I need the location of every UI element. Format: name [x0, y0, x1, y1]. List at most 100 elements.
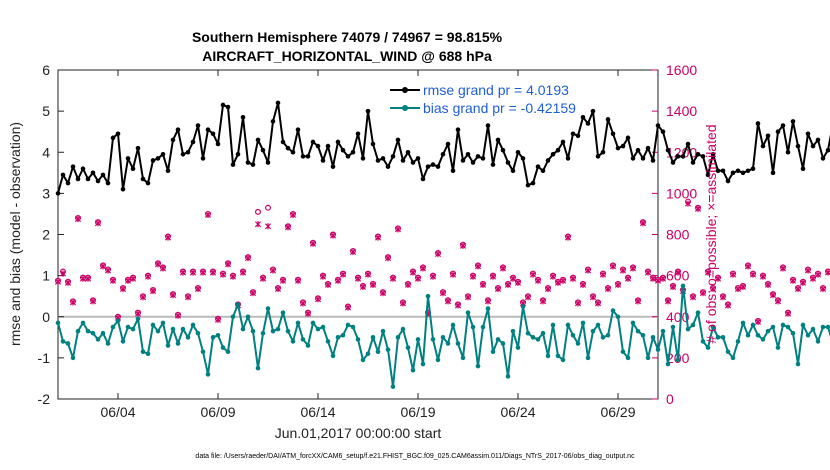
obs-assimilated-point [689, 294, 697, 301]
x-tick-label: 06/04 [100, 404, 135, 420]
bias-point [775, 345, 781, 350]
bias-point [75, 328, 81, 334]
bias-point [395, 335, 401, 340]
legend-rmse-label: rmse grand pr = 4.0193 [423, 82, 569, 98]
obs-assimilated-point [724, 302, 732, 309]
obs-assimilated-point [284, 224, 292, 231]
rmse-point [355, 131, 361, 137]
rmse-point [575, 133, 581, 139]
legend-bias-marker [402, 105, 408, 111]
bias-point [735, 339, 741, 344]
bias-point [300, 337, 306, 342]
obs-assimilated-point [194, 285, 202, 293]
bias-point [595, 322, 601, 328]
obs-assimilated-point [84, 275, 92, 282]
rmse-point [610, 131, 616, 137]
obs-assimilated-point [594, 300, 602, 307]
rmse-point [490, 162, 496, 167]
obs-assimilated-point [699, 290, 707, 297]
obs-assimilated-point [574, 300, 582, 307]
rmse-point [440, 152, 446, 157]
bias-point [450, 322, 456, 328]
rmse-point [485, 123, 491, 128]
rmse-point [170, 137, 176, 143]
bias-point [615, 314, 621, 320]
rmse-point [620, 143, 626, 149]
bias-point [245, 314, 251, 320]
obs-assimilated-point [59, 270, 67, 277]
obs-assimilated-point [579, 281, 587, 288]
rmse-point [395, 137, 401, 143]
rmse-point [240, 114, 246, 120]
bias-point [555, 353, 561, 359]
bias-point [780, 322, 786, 328]
y-axis-right-label: # of obs: o=possible; ×=assimilated [703, 124, 719, 343]
rmse-point [155, 156, 161, 161]
obs-assimilated-point [514, 279, 522, 286]
obs-assimilated-point [754, 318, 762, 325]
rmse-point [380, 156, 386, 161]
bias-point [495, 337, 501, 342]
rmse-point [760, 143, 766, 149]
bias-point [195, 330, 201, 336]
y-tick-label: 3 [42, 185, 50, 201]
rmse-point [525, 182, 531, 188]
rmse-point [605, 117, 611, 122]
rmse-point [230, 162, 236, 167]
rmse-point [775, 129, 781, 134]
obs-assimilated-point [279, 277, 287, 284]
obs-assimilated-point [784, 310, 792, 317]
rmse-point [340, 147, 346, 153]
bias-point [580, 320, 586, 326]
obs-assimilated-point [614, 281, 622, 288]
obs-assimilated-point [164, 234, 172, 241]
bias-point [340, 332, 346, 338]
obs-assimilated-point [779, 265, 787, 272]
bias-point [770, 324, 776, 330]
rmse-point [585, 121, 591, 126]
obs-assimilated-point [374, 234, 382, 241]
rmse-point [535, 164, 541, 169]
obs-assimilated-point [704, 269, 712, 276]
rmse-point [600, 149, 606, 155]
obs-assimilated-point [344, 304, 352, 311]
obs-assimilated-point [794, 285, 802, 293]
obs-assimilated-point [354, 275, 362, 282]
rmse-point [680, 154, 686, 159]
bias-point [145, 351, 151, 357]
obs-assimilated-point [454, 302, 462, 309]
obs-assimilated-point [364, 271, 372, 278]
obs-assimilated-point [484, 298, 492, 305]
rmse-point [780, 123, 786, 128]
y-right-tick-label: 400 [666, 309, 690, 325]
bias-point [360, 357, 366, 363]
obs-assimilated-point [634, 298, 642, 305]
obs-assimilated-point [584, 267, 592, 274]
bias-point [565, 322, 571, 328]
rmse-point [425, 164, 431, 169]
rmse-point [275, 100, 281, 106]
rmse-point [60, 172, 66, 178]
bias-point [470, 324, 476, 330]
bias-point [795, 361, 801, 367]
rmse-point [345, 154, 351, 159]
obs-assimilated-point [734, 285, 742, 293]
bias-point [125, 324, 131, 330]
bias-point [200, 349, 206, 355]
bias-point [805, 332, 811, 338]
bias-point [635, 328, 641, 334]
rmse-point [90, 170, 96, 176]
bias-point [675, 357, 681, 363]
obs-assimilated-point [339, 271, 347, 278]
bias-point [380, 328, 386, 334]
obs-assimilated-point [304, 310, 312, 317]
rmse-point [285, 145, 291, 151]
rmse-point [330, 164, 336, 169]
rmse-point [595, 154, 601, 159]
bias-point [165, 343, 171, 348]
obs-assimilated-point [479, 281, 487, 288]
bias-point [375, 349, 381, 355]
bias-point [785, 324, 791, 330]
bias-point [740, 320, 746, 326]
